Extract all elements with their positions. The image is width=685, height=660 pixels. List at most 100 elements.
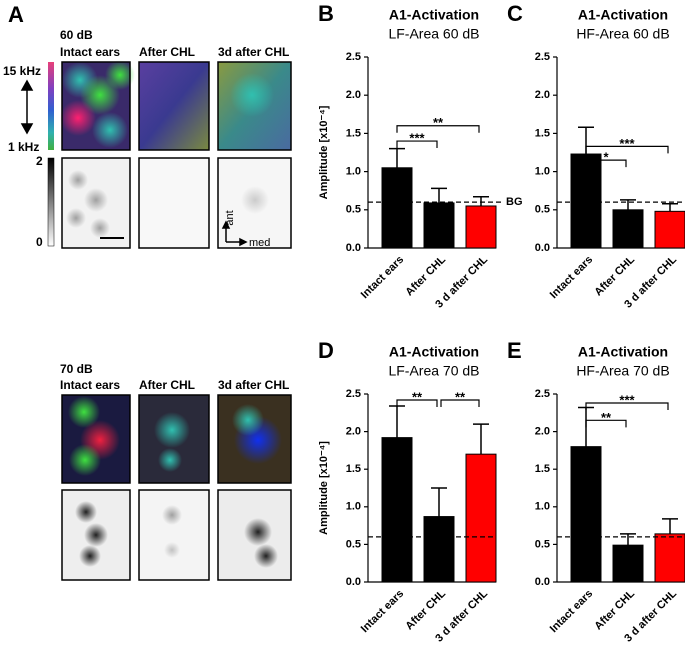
significance-bracket	[396, 140, 438, 149]
orientation-right: med	[249, 237, 270, 249]
significance-label: *	[603, 150, 609, 165]
amplitude-image	[217, 489, 292, 581]
map-image	[138, 61, 210, 151]
map-image	[60, 60, 135, 151]
map-image	[138, 394, 210, 484]
y-tick-label: 0.5	[346, 204, 361, 216]
chart-subtitle: HF-Area 70 dB	[576, 363, 669, 379]
map-image	[217, 394, 292, 484]
significance-bracket	[396, 125, 480, 133]
error-bar	[431, 487, 447, 517]
significance-bracket	[440, 399, 480, 408]
significance-bracket	[396, 399, 438, 408]
y-tick-label: 1.0	[535, 501, 550, 513]
amplitude-image	[138, 157, 210, 249]
bar	[423, 516, 455, 583]
error-bar	[473, 423, 489, 455]
colorbar-bottom: 1 kHz	[8, 140, 39, 154]
bar	[570, 153, 602, 249]
x-tick-label: Intact ears	[359, 254, 406, 301]
amplitude-image	[61, 489, 131, 581]
significance-label: **	[433, 115, 444, 130]
y-tick-label: 0.0	[535, 576, 550, 588]
bar	[570, 446, 602, 583]
x-tick-label: Intact ears	[359, 588, 406, 635]
y-tick-label: 0.0	[346, 576, 361, 588]
significance-label: **	[455, 389, 466, 404]
y-tick-label: 1.0	[535, 166, 550, 178]
y-tick-label: 2.5	[346, 388, 361, 400]
y-tick-label: 1.5	[346, 127, 361, 139]
graybar	[47, 157, 55, 247]
y-tick-label: 0.0	[535, 242, 550, 254]
level-label: 60 dB	[60, 28, 93, 42]
amplitude-image	[138, 489, 210, 581]
chart-title: A1-Activation	[389, 7, 479, 23]
chart-title: A1-Activation	[578, 344, 668, 360]
y-tick-label: 2.5	[535, 51, 550, 63]
significance-label: ***	[619, 392, 635, 407]
y-tick-label: 0.5	[535, 538, 550, 550]
bar	[612, 544, 644, 583]
y-axis-label: Amplitude [x10⁻⁴]	[318, 441, 330, 535]
bar	[423, 202, 455, 249]
graybar-top: 2	[36, 154, 43, 168]
error-bar	[620, 199, 636, 210]
baseline-label: BG	[506, 196, 523, 208]
amplitude-image	[61, 157, 131, 249]
column-label: 3d after CHL	[218, 378, 289, 392]
double-arrow	[20, 79, 34, 135]
y-tick-label: 2.0	[535, 89, 550, 101]
significance-label: ***	[619, 136, 635, 151]
significance-bracket	[585, 145, 669, 154]
chart-subtitle: LF-Area 70 dB	[388, 363, 479, 379]
y-tick-label: 1.5	[535, 463, 550, 475]
map-image	[217, 61, 292, 151]
x-tick-label: After CHL	[403, 254, 448, 299]
x-tick-label: Intact ears	[548, 254, 595, 301]
y-tick-label: 2.5	[535, 388, 550, 400]
column-label: After CHL	[139, 378, 195, 392]
colorbar-top: 15 kHz	[3, 64, 41, 78]
error-bar	[473, 196, 489, 206]
map-image	[61, 394, 131, 484]
column-label: Intact ears	[60, 378, 120, 392]
significance-label: **	[412, 389, 423, 404]
column-label: Intact ears	[60, 45, 120, 59]
graybar-bottom: 0	[36, 235, 43, 249]
error-bar	[389, 147, 405, 168]
panel-label: B	[318, 1, 334, 26]
bar	[612, 209, 644, 249]
y-tick-label: 2.0	[346, 426, 361, 438]
bar	[381, 167, 413, 249]
y-tick-label: 1.5	[346, 463, 361, 475]
y-tick-label: 2.0	[346, 89, 361, 101]
y-tick-label: 1.0	[346, 166, 361, 178]
panel-label: E	[507, 338, 522, 363]
y-tick-label: 0.0	[346, 242, 361, 254]
y-tick-label: 1.0	[346, 501, 361, 513]
bar	[465, 453, 497, 583]
colorbar	[48, 62, 54, 150]
bar	[654, 210, 685, 249]
column-label: After CHL	[139, 45, 195, 59]
error-bar	[389, 405, 405, 438]
y-axis-label: Amplitude [x10⁻⁴]	[318, 105, 330, 199]
significance-bracket	[585, 402, 669, 411]
x-tick-label: Intact ears	[548, 588, 595, 635]
y-tick-label: 2.5	[346, 51, 361, 63]
error-bar	[431, 187, 447, 203]
y-tick-label: 0.5	[346, 538, 361, 550]
error-bar	[662, 202, 678, 212]
level-label: 70 dB	[60, 362, 93, 376]
significance-label: ***	[409, 130, 425, 145]
x-tick-label: After CHL	[592, 254, 637, 299]
amplitude-image	[217, 157, 292, 249]
panel-label: C	[507, 1, 523, 26]
y-tick-label: 0.5	[535, 204, 550, 216]
chart-title: A1-Activation	[578, 7, 668, 23]
x-tick-label: After CHL	[403, 588, 448, 633]
column-label: 3d after CHL	[218, 45, 289, 59]
x-tick-label: After CHL	[592, 588, 637, 633]
